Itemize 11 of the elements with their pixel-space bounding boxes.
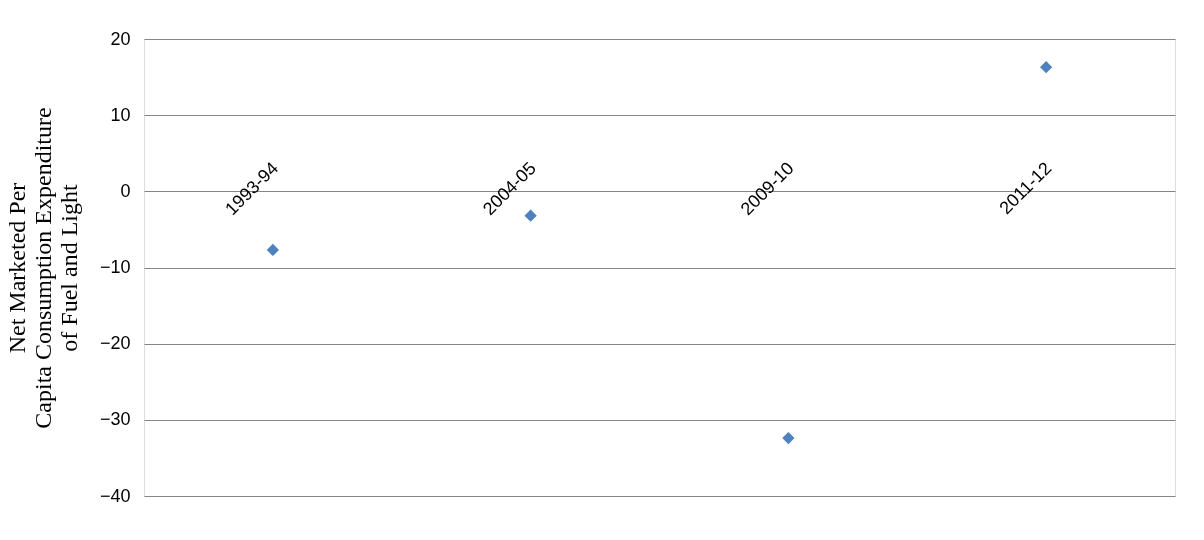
point <box>1040 61 1053 74</box>
y-tick-label: −20 <box>99 333 131 354</box>
point <box>782 431 795 445</box>
y-axis-title: Net Marketed Per Capita Consumption Expenditure of Fuel and Light <box>3 107 82 429</box>
y-tick-label: −40 <box>99 485 131 506</box>
y-tick-label: −10 <box>99 257 131 277</box>
point <box>266 243 279 257</box>
y-tick-label: −30 <box>99 409 131 430</box>
y-tick-label: 0 <box>120 180 131 201</box>
y-tick-label: 20 <box>110 28 131 49</box>
y-tick-label: 10 <box>110 104 131 125</box>
